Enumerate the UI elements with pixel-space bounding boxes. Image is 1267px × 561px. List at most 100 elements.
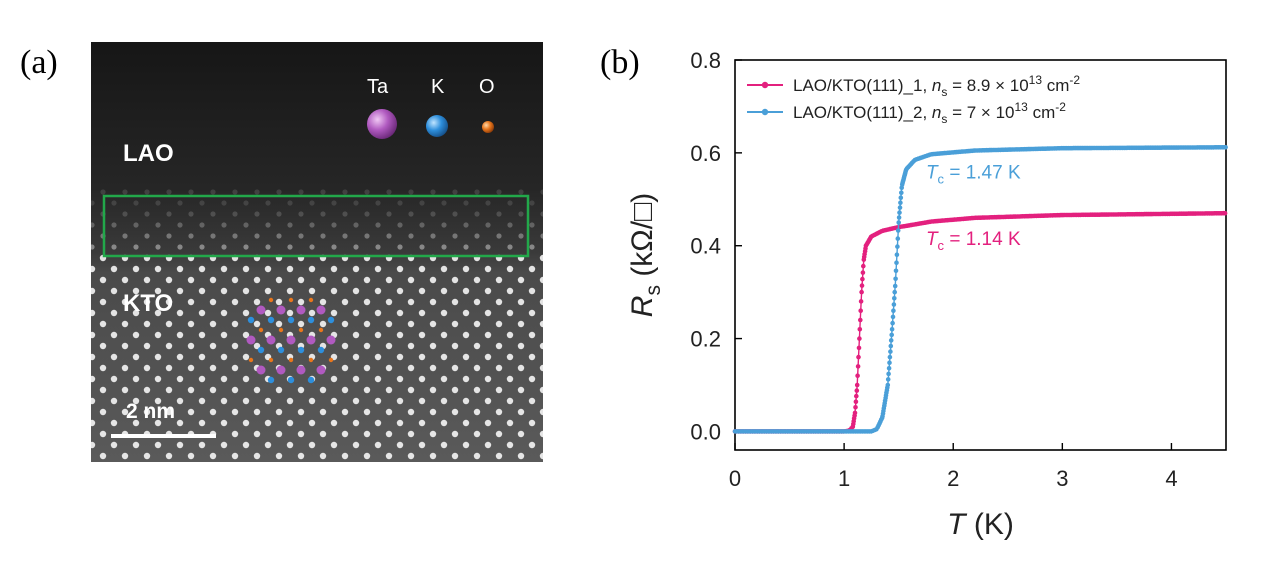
k-atom (287, 316, 295, 324)
lattice-dot (429, 386, 437, 394)
data-point (858, 308, 863, 314)
lattice-dot (473, 452, 481, 460)
k-atom (277, 346, 285, 354)
lattice-dot (188, 233, 194, 239)
lattice-dot (287, 200, 293, 206)
panel-a-label: (a) (20, 44, 58, 81)
lattice-dot (187, 408, 195, 416)
lattice-dot (253, 320, 261, 328)
lattice-dot (528, 331, 536, 339)
lattice-dot (176, 397, 184, 405)
lattice-dot (407, 320, 415, 328)
lattice-dot (231, 452, 239, 460)
lattice-dot (451, 364, 459, 372)
lattice-dot (308, 441, 316, 449)
lattice-dot (187, 276, 195, 284)
data-point (853, 399, 859, 405)
lattice-dot (473, 298, 481, 306)
lattice-dot (330, 309, 338, 317)
lattice-dot (462, 287, 470, 295)
lattice-dot (319, 298, 327, 306)
stem-lattice (91, 42, 543, 462)
lattice-dot (495, 364, 503, 372)
tc-annotation: Tc = 1.14 K (926, 229, 1021, 253)
o-atom (308, 357, 314, 363)
o-atom (268, 357, 274, 363)
lattice-dot (396, 287, 404, 295)
lattice-dot (308, 397, 316, 405)
k-atom (317, 346, 325, 354)
lattice-dot (506, 375, 514, 383)
ta-atom (246, 335, 256, 345)
lattice-dot (418, 265, 426, 273)
lattice-dot (441, 222, 447, 228)
lattice-dot (451, 408, 459, 416)
lattice-dot (341, 320, 349, 328)
lattice-dot (110, 331, 118, 339)
lattice-dot (319, 430, 327, 438)
x-tick-label: 2 (947, 466, 959, 491)
lattice-dot (264, 287, 272, 295)
lattice-dot (275, 276, 283, 284)
lattice-dot (242, 441, 250, 449)
lattice-dot (110, 441, 118, 449)
lattice-dot (495, 386, 503, 394)
lattice-dot (177, 200, 183, 206)
ta-atom (326, 335, 336, 345)
lattice-dot (176, 353, 184, 361)
lattice-dot (232, 211, 238, 217)
lattice-dot (199, 244, 205, 250)
lattice-dot (342, 189, 348, 195)
lattice-dot (363, 364, 371, 372)
lattice-dot (209, 364, 217, 372)
plot-frame (734, 59, 1227, 451)
lattice-dot (91, 331, 96, 339)
lattice-dot (177, 222, 183, 228)
lattice-dot (155, 200, 161, 206)
lattice-dot (407, 430, 415, 438)
lattice-dot (275, 298, 283, 306)
k-atom (267, 316, 275, 324)
lattice-dot (462, 353, 470, 361)
lattice-dot (242, 287, 250, 295)
lattice-dot (385, 276, 393, 284)
lattice-dot (210, 233, 216, 239)
lattice-dot (495, 342, 503, 350)
lattice-dot (254, 233, 260, 239)
lattice-dot (298, 233, 304, 239)
data-point (1223, 145, 1228, 150)
legend-entry: LAO/KTO(111)_1, ns = 8.9 × 1013 cm-2 (793, 73, 1080, 99)
k-atom (327, 316, 335, 324)
lattice-dot (242, 353, 250, 361)
lattice-dot (341, 276, 349, 284)
lattice-dot (209, 298, 217, 306)
ta-atom (286, 335, 296, 345)
lattice-dot (232, 233, 238, 239)
lattice-dot (385, 320, 393, 328)
lattice-dot (407, 298, 415, 306)
lattice-dot (462, 331, 470, 339)
x-tick-label: 4 (1165, 466, 1177, 491)
data-point (895, 236, 901, 241)
lattice-dot (99, 386, 107, 394)
lattice-dot (220, 265, 228, 273)
lattice-dot (91, 265, 96, 273)
lattice-dot (485, 200, 491, 206)
lattice-dot (110, 375, 118, 383)
lattice-dot (539, 276, 543, 284)
lattice-dot (122, 189, 128, 195)
lattice-dot (209, 408, 217, 416)
lattice-dot (187, 342, 195, 350)
lattice-dot (110, 353, 118, 361)
lattice-dot (144, 233, 150, 239)
lattice-dot (166, 189, 172, 195)
lattice-dot (429, 408, 437, 416)
lattice-dot (297, 452, 305, 460)
series-line (735, 146, 1227, 433)
lattice-dot (253, 342, 261, 350)
lattice-dot (253, 452, 261, 460)
lattice-dot (430, 211, 436, 217)
lattice-dot (440, 441, 448, 449)
ta-atom (256, 305, 266, 315)
lattice-dot (473, 386, 481, 394)
